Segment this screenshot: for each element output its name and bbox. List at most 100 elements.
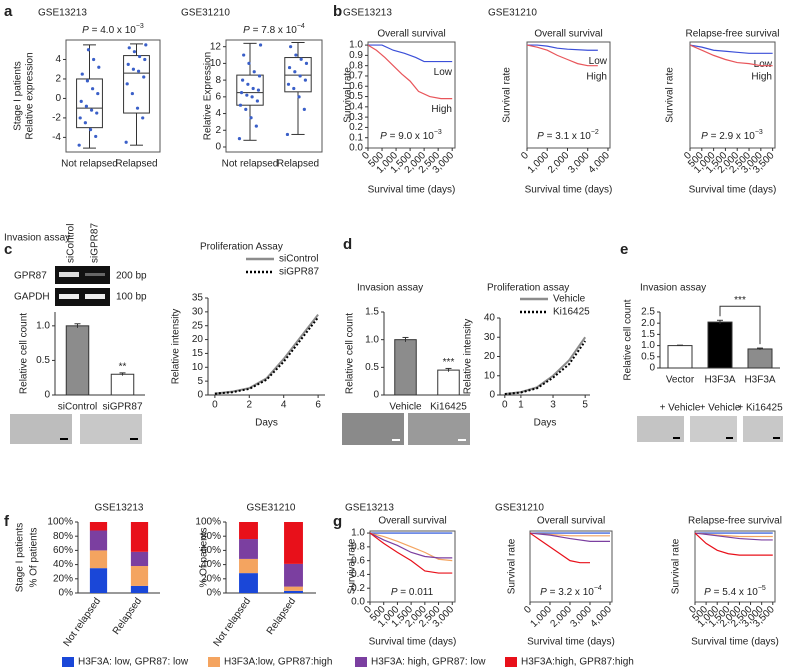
- bar-segment: [89, 568, 108, 593]
- y-tick-label: 4: [215, 108, 221, 119]
- series-line: [369, 532, 453, 559]
- x-axis-label: Days: [255, 418, 278, 429]
- x-tick-label: 4,000: [586, 150, 612, 176]
- y-tick-label: 0.8: [351, 541, 365, 552]
- category-label: Not relapsed: [61, 159, 118, 170]
- x-axis-label: Survival time (days): [689, 185, 777, 196]
- data-point: [86, 48, 91, 52]
- micrographs: [10, 413, 783, 445]
- category-label: siGPR87: [102, 402, 142, 413]
- bar-segment: [284, 563, 303, 587]
- p-value-part: −3: [755, 129, 763, 136]
- panel-heading: Invasion assay: [640, 283, 706, 294]
- p-value: P = 0.011: [391, 587, 434, 598]
- plot-frame: [529, 530, 613, 603]
- y-tick-label: 60%: [201, 545, 221, 556]
- bar-segment: [239, 539, 258, 559]
- bar-segment: [130, 522, 149, 552]
- y-axis-label: Survival rate: [507, 538, 518, 594]
- data-point: [245, 93, 249, 97]
- data-point: [88, 128, 93, 132]
- data-point: [299, 57, 303, 61]
- y-axis-label: Survival rate: [347, 538, 358, 594]
- gel-band: [59, 294, 79, 299]
- series-line: [214, 316, 319, 395]
- box: [123, 55, 150, 114]
- legend-swatch: [62, 657, 74, 667]
- panel-letter: b: [333, 3, 342, 20]
- p-value-part: P: [537, 131, 544, 142]
- series-label: High: [586, 71, 607, 82]
- data-point: [95, 111, 99, 115]
- data-point: [298, 74, 302, 78]
- y-tick-label: 5: [197, 376, 203, 387]
- p-value-part: = 9.0 x 10: [387, 131, 434, 142]
- data-point: [132, 50, 137, 54]
- y-axis-label: Survival rate: [671, 538, 682, 594]
- y-axis-label: Relative cell count: [345, 313, 356, 394]
- plot-frame: [369, 530, 456, 603]
- y-tick-label: 80%: [201, 531, 221, 542]
- data-point: [97, 65, 101, 69]
- gel-lane-label: siGPR87: [90, 223, 101, 263]
- p-value: P = 3.2 x 10−4: [540, 585, 602, 597]
- chart-title: GSE13213: [343, 8, 392, 19]
- x-axis-label: Survival time (days): [525, 185, 613, 196]
- y-axis-label: Survival rate: [665, 67, 676, 123]
- y-tick-label: 0.8: [349, 60, 363, 71]
- y-tick-label: 0: [649, 363, 655, 374]
- y-axis-label: Survival rate: [343, 67, 354, 123]
- category-label: Relapsed: [111, 596, 144, 637]
- data-point: [246, 82, 250, 86]
- p-value: P = 2.9 x 10−3: [701, 129, 763, 141]
- legend-label: H3F3A:low, GPR87:high: [224, 657, 332, 668]
- gel-row-label: GPR87: [14, 271, 47, 282]
- y-tick-label: 1.0: [641, 340, 655, 351]
- y-tick-label: 0.3: [349, 112, 363, 123]
- y-tick-label: 0%: [207, 588, 222, 599]
- y-axis-label: Relative intensity: [463, 319, 474, 395]
- data-point: [256, 88, 261, 92]
- y-tick-label: 20: [192, 334, 204, 345]
- p-value-part: = 7.8 x 10: [250, 25, 297, 36]
- x-tick-label: 0: [519, 150, 531, 162]
- p-value-part: P: [380, 131, 387, 142]
- data-point: [135, 106, 140, 110]
- data-point: [254, 124, 258, 128]
- gel-size-label: 100 bp: [116, 292, 147, 303]
- x-tick-label: 2: [247, 400, 253, 411]
- p-value-part: = 2.9 x 10: [708, 131, 755, 142]
- x-tick-label: 6: [315, 400, 321, 411]
- bar-segment: [89, 522, 108, 531]
- p-value: P = 9.0 x 10−3: [380, 129, 442, 141]
- bar-segment: [130, 566, 149, 586]
- y-axis-label: Relative cell count: [19, 313, 30, 394]
- y-tick-label: 0.5: [641, 351, 655, 362]
- chart-title: GSE31210: [247, 503, 296, 514]
- p-value-part: P: [391, 587, 398, 598]
- y-tick-label: 2.5: [641, 307, 655, 318]
- y-tick-label: 2: [55, 74, 61, 85]
- p-value-part: −3: [434, 129, 442, 136]
- series-line: [694, 532, 773, 556]
- data-point: [247, 61, 251, 66]
- p-value: P = 4.0 x 10−3: [82, 23, 144, 35]
- series-line: [529, 532, 590, 564]
- data-point: [293, 70, 297, 74]
- gel-band: [85, 294, 105, 299]
- panel-heading: Invasion assay: [357, 283, 423, 294]
- p-value-part: −3: [136, 23, 144, 30]
- data-point: [286, 82, 291, 86]
- p-value: P = 3.1 x 10−2: [537, 129, 599, 141]
- p-value-part: P: [704, 587, 711, 598]
- y-tick-label: 0: [373, 390, 379, 401]
- category-label: Vehicle: [389, 402, 422, 413]
- data-point: [92, 57, 96, 62]
- data-point: [249, 116, 253, 120]
- treatment-label: + Ki16425: [737, 403, 783, 414]
- data-point: [124, 140, 128, 144]
- x-tick-label: 1: [518, 400, 524, 411]
- y-tick-label: 0.4: [351, 569, 365, 580]
- x-axis-label: Survival time (days): [369, 637, 457, 648]
